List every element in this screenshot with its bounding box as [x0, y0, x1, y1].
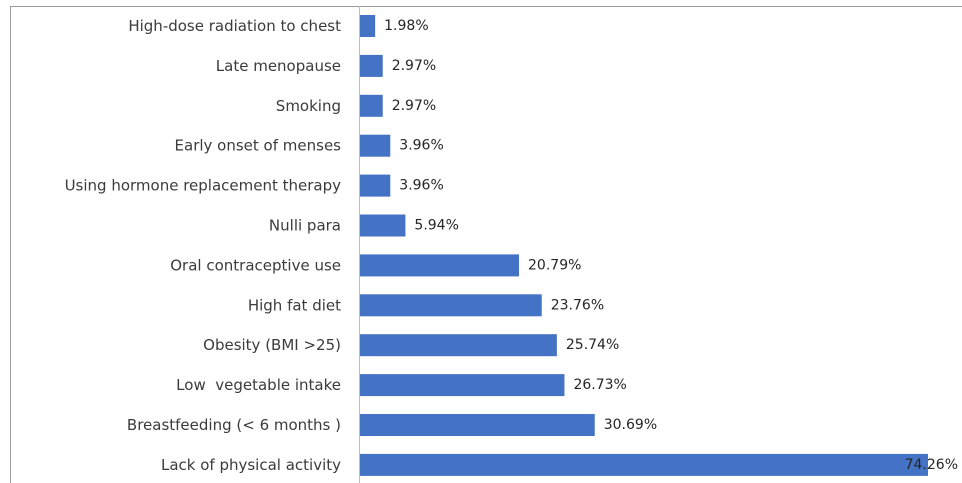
category-labels: High-dose radiation to chest Late menopau…	[65, 17, 342, 474]
category-label: High-dose radiation to chest	[128, 17, 341, 35]
data-label: 30.69%	[604, 417, 657, 433]
category-label: Lack of physical activity	[161, 456, 341, 474]
bars	[360, 15, 928, 476]
bar	[360, 134, 391, 157]
bar	[360, 54, 383, 77]
data-label: 26.73%	[573, 377, 626, 393]
bar	[360, 214, 406, 237]
bar	[360, 15, 376, 37]
chart-frame	[10, 6, 962, 483]
data-labels: 1.98% 2.97% 2.97% 3.96% 3.96% 5.94% 20.79% 23.7…	[384, 18, 958, 473]
data-label: 23.76%	[551, 297, 604, 313]
data-label: 25.74%	[566, 337, 619, 353]
category-label: Obesity (BMI >25)	[203, 336, 341, 354]
data-label: 3.96%	[399, 178, 443, 194]
category-label: Nulli para	[269, 217, 341, 235]
bar	[360, 334, 557, 357]
data-label: 20.79%	[528, 257, 581, 273]
category-label: Late menopause	[216, 57, 341, 75]
data-label: 1.98%	[384, 18, 428, 34]
category-label: Using hormone replacement therapy	[65, 177, 342, 195]
category-label: Oral contraceptive use	[170, 256, 341, 274]
category-label: Smoking	[276, 97, 341, 115]
bar	[360, 174, 391, 197]
bar	[360, 374, 565, 397]
category-label: Early onset of menses	[175, 137, 342, 155]
data-label: 74.26%	[905, 457, 958, 473]
data-label: 2.97%	[392, 98, 436, 114]
bar	[360, 94, 383, 117]
data-label: 5.94%	[414, 218, 458, 234]
category-label: Breastfeeding (< 6 months )	[127, 416, 341, 434]
data-label: 2.97%	[392, 58, 436, 74]
category-label: High fat diet	[248, 296, 341, 314]
bar	[360, 294, 542, 317]
bar	[360, 414, 595, 436]
category-label: Low vegetable intake	[176, 376, 341, 394]
data-label: 3.96%	[399, 138, 443, 154]
bar	[360, 254, 520, 277]
bar	[360, 453, 928, 476]
